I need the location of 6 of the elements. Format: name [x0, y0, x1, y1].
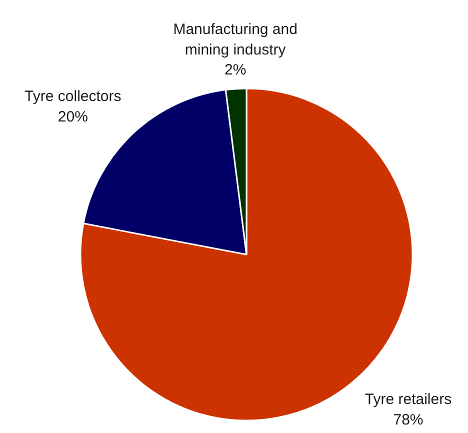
slice-label: Tyre retailers	[364, 390, 452, 408]
data-label: 78%	[393, 411, 424, 428]
slice-label: Manufacturing and mining industry	[173, 20, 298, 58]
data-label: 2%	[224, 62, 246, 79]
data-label: 20%	[58, 108, 88, 126]
slice-label: Tyre collectors	[24, 88, 122, 106]
